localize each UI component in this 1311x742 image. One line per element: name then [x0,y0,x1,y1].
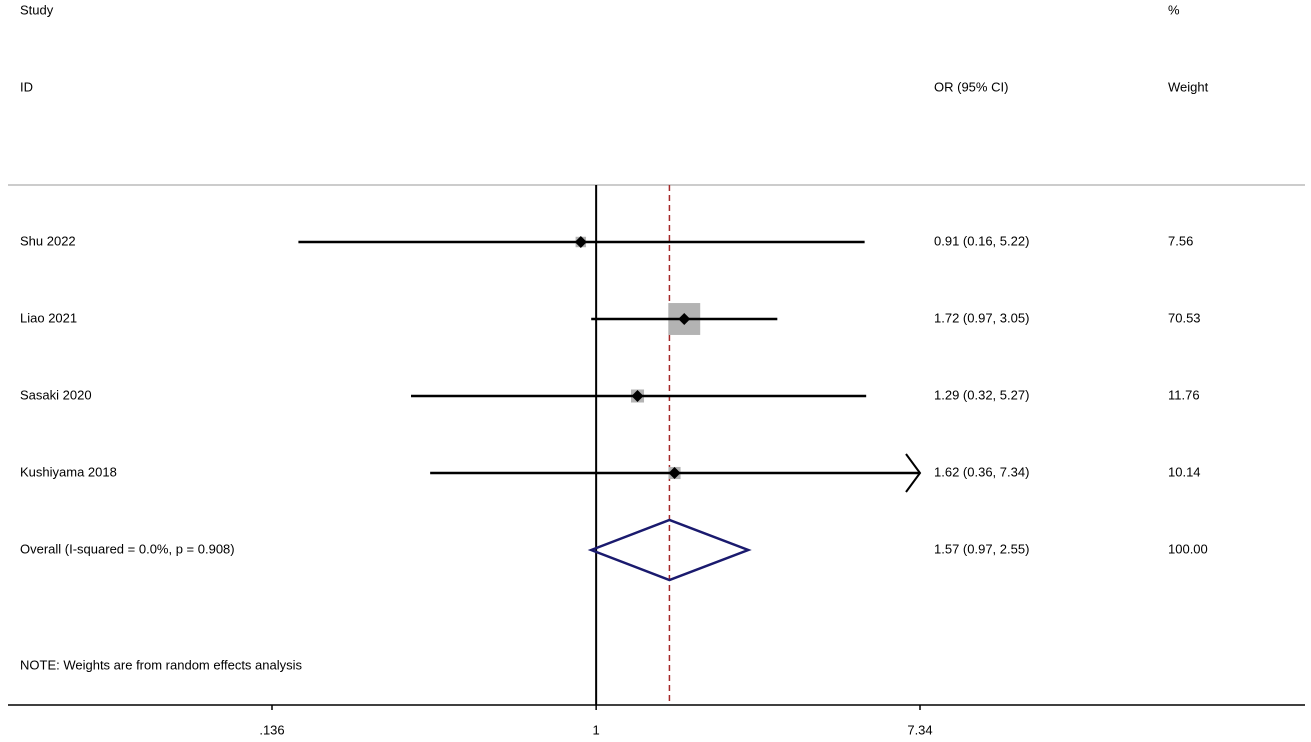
x-tick-label: 7.34 [907,722,932,737]
point-estimate [668,467,681,479]
x-tick-label: .136 [259,722,284,737]
weight-label: 10.14 [1168,464,1201,479]
study-label: Sasaki 2020 [20,387,92,402]
ci-arrow [905,453,922,493]
overall-weight-label: 100.00 [1168,541,1208,556]
weight-label: 70.53 [1168,310,1201,325]
point-estimate [678,313,691,325]
effect-label: 1.72 (0.97, 3.05) [934,310,1029,325]
header-effect: OR (95% CI) [934,79,1008,94]
header-study: Study [20,2,54,17]
effect-label: 1.62 (0.36, 7.34) [934,464,1029,479]
overall-effect-label: 1.57 (0.97, 2.55) [934,541,1029,556]
study-label: Liao 2021 [20,310,77,325]
point-estimate [631,390,644,402]
study-label: Shu 2022 [20,233,76,248]
note: NOTE: Weights are from random effects an… [20,657,303,672]
study-label: Kushiyama 2018 [20,464,117,479]
effect-label: 1.29 (0.32, 5.27) [934,387,1029,402]
x-tick-label: 1 [593,722,600,737]
weight-label: 11.76 [1168,387,1200,402]
overall-label: Overall (I-squared = 0.0%, p = 0.908) [20,541,235,556]
header-id: ID [20,79,33,94]
overall-diamond [587,518,752,582]
header-weight-top: % [1168,2,1180,17]
point-estimate [574,236,587,248]
weight-label: 7.56 [1168,233,1193,248]
effect-label: 0.91 (0.16, 5.22) [934,233,1029,248]
header-weight: Weight [1168,79,1209,94]
